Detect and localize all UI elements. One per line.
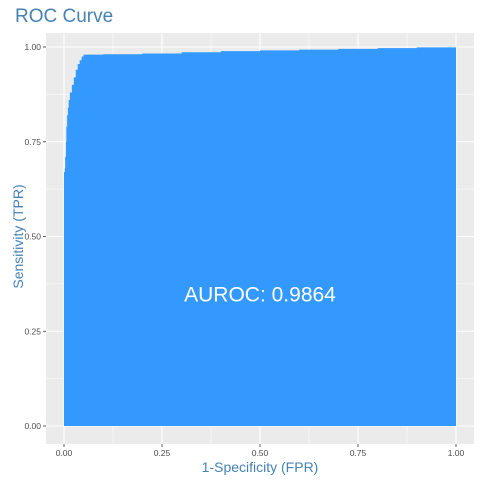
x-tick-label: 0.50: [252, 448, 269, 458]
chart-title: ROC Curve: [15, 6, 113, 27]
x-tick-label: 0.75: [350, 448, 367, 458]
x-tick-label: 0.25: [154, 448, 171, 458]
x-axis-ticks: 0.00 0.25 0.50 0.75 1.00: [56, 444, 465, 458]
roc-area: [64, 47, 456, 426]
y-tick-label: 0.00: [24, 421, 41, 431]
y-tick-label: 1.00: [24, 42, 41, 52]
y-tick-label: 0.75: [24, 137, 41, 147]
x-tick-label: 0.00: [56, 448, 73, 458]
y-axis-ticks: 0.00 0.25 0.50 0.75 1.00: [24, 42, 46, 431]
y-tick-label: 0.50: [24, 232, 41, 242]
y-tick-label: 0.25: [24, 326, 41, 336]
auroc-annotation: AUROC: 0.9864: [184, 283, 336, 306]
x-axis-title: 1-Specificity (FPR): [202, 459, 319, 475]
x-tick-label: 1.00: [448, 448, 465, 458]
y-axis-title: Sensitivity (TPR): [10, 184, 26, 288]
